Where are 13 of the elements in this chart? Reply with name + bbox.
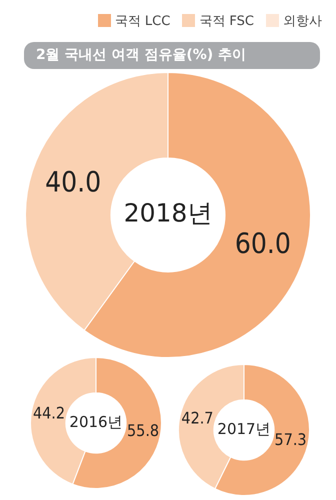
text: 2월 국내선 여객 점유율(%) 추이 <box>24 42 320 69</box>
data-label: 57.3 <box>274 430 307 450</box>
data-label: 40.0 <box>45 165 102 198</box>
data-label: 55.8 <box>127 420 160 440</box>
legend-label: 국적 LCC <box>114 13 170 30</box>
data-label: 44.2 <box>32 403 65 422</box>
legend-label: 국적 FSC <box>198 13 254 30</box>
data-label: 42.7 <box>181 408 214 428</box>
legend-label: 외항사 <box>282 13 322 30</box>
text: 2016년 <box>69 412 123 431</box>
text: 2017년 <box>217 420 271 438</box>
text: 2018년 <box>124 198 212 228</box>
data-label: 60.0 <box>234 227 291 260</box>
